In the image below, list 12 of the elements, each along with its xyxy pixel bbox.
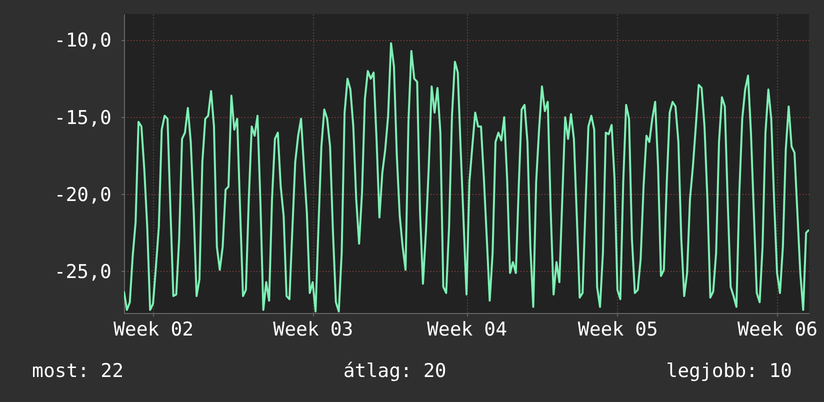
x-tick-label: Week 05: [578, 318, 658, 340]
y-tick-label: -15,0: [54, 106, 112, 129]
y-tick-label: -25,0: [54, 260, 112, 283]
x-tick-label: Week 04: [426, 318, 508, 340]
x-tick-label: Week 03: [273, 318, 354, 340]
y-tick-label: -20,0: [54, 184, 112, 206]
y-tick-label: -10,0: [54, 30, 112, 52]
text: most: 22: [32, 360, 124, 382]
text: átlag: 20: [343, 360, 446, 382]
text: legjobb: 10: [666, 360, 792, 382]
x-tick-label: Week 02: [113, 318, 194, 340]
x-tick-label: Week 06: [738, 318, 818, 340]
